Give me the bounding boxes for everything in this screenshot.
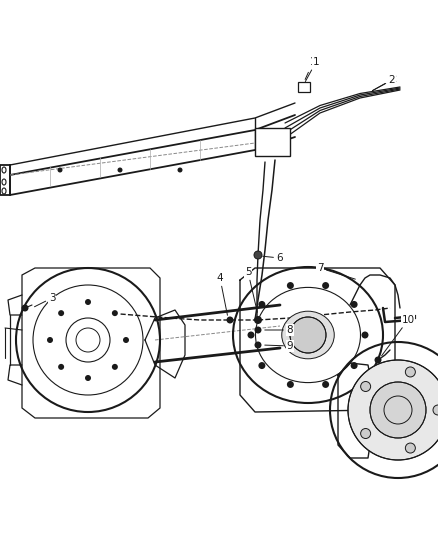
Text: 1: 1 — [305, 57, 316, 79]
Circle shape — [247, 332, 254, 338]
Circle shape — [350, 301, 357, 308]
Circle shape — [85, 375, 91, 381]
Text: 4: 4 — [217, 273, 227, 316]
Text: 2: 2 — [372, 75, 396, 91]
Circle shape — [58, 364, 64, 370]
Circle shape — [123, 337, 129, 343]
Circle shape — [47, 337, 53, 343]
Circle shape — [433, 405, 438, 415]
Text: 8: 8 — [265, 325, 293, 335]
Circle shape — [254, 251, 262, 259]
Text: 1: 1 — [305, 57, 319, 82]
Circle shape — [267, 137, 277, 147]
Circle shape — [112, 364, 118, 370]
Circle shape — [322, 381, 329, 388]
Circle shape — [226, 317, 233, 324]
Circle shape — [58, 310, 64, 316]
Circle shape — [254, 342, 261, 349]
Text: 5: 5 — [245, 267, 258, 312]
Circle shape — [85, 299, 91, 305]
Circle shape — [374, 357, 381, 364]
Circle shape — [258, 362, 265, 369]
Text: 7: 7 — [317, 263, 355, 279]
Circle shape — [258, 301, 265, 308]
Circle shape — [290, 317, 326, 353]
Circle shape — [348, 360, 438, 460]
Circle shape — [350, 362, 357, 369]
Text: 10: 10 — [381, 315, 414, 356]
Circle shape — [405, 443, 415, 453]
Circle shape — [21, 304, 28, 311]
Circle shape — [405, 367, 415, 377]
Circle shape — [287, 381, 294, 388]
Circle shape — [254, 327, 261, 334]
Circle shape — [360, 429, 371, 439]
Ellipse shape — [282, 311, 334, 359]
Text: 6: 6 — [263, 253, 283, 263]
Circle shape — [322, 282, 329, 289]
Circle shape — [112, 310, 118, 316]
FancyBboxPatch shape — [298, 82, 310, 92]
Circle shape — [370, 382, 426, 438]
Text: 9: 9 — [265, 341, 293, 351]
Circle shape — [287, 282, 294, 289]
Circle shape — [254, 316, 262, 324]
FancyBboxPatch shape — [255, 128, 290, 156]
Circle shape — [360, 382, 371, 392]
Circle shape — [117, 167, 123, 173]
Circle shape — [57, 167, 63, 173]
Text: 3: 3 — [35, 293, 55, 307]
Circle shape — [361, 332, 368, 338]
Text: 2: 2 — [372, 74, 396, 91]
Circle shape — [177, 167, 183, 173]
